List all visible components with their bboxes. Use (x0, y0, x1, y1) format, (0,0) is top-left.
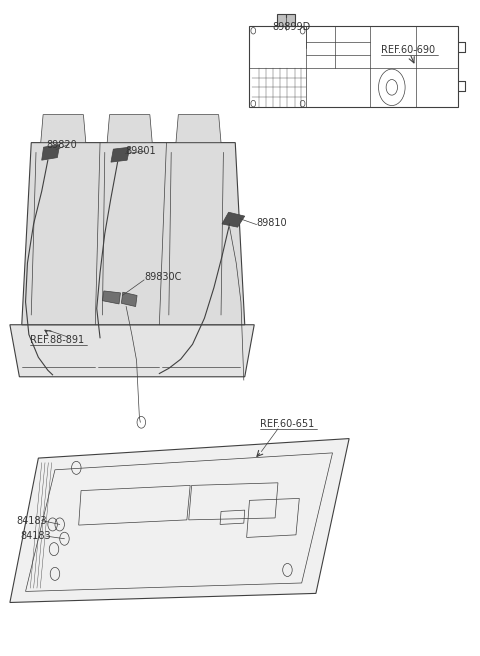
Polygon shape (107, 115, 152, 142)
Text: 89899D: 89899D (272, 22, 311, 33)
Polygon shape (10, 325, 254, 377)
Text: 84183: 84183 (21, 531, 51, 541)
Text: 89820: 89820 (47, 140, 77, 150)
Polygon shape (111, 147, 130, 162)
Text: 89801: 89801 (125, 146, 156, 156)
Text: 89810: 89810 (257, 218, 287, 228)
Polygon shape (176, 115, 221, 142)
FancyBboxPatch shape (277, 14, 295, 26)
Text: REF.60-651: REF.60-651 (260, 419, 314, 429)
Polygon shape (222, 213, 245, 227)
Text: 84183: 84183 (16, 516, 47, 525)
Polygon shape (22, 142, 245, 325)
Text: REF.60-690: REF.60-690 (382, 45, 435, 54)
Polygon shape (10, 439, 349, 602)
Polygon shape (102, 291, 120, 304)
Text: 89830C: 89830C (144, 272, 181, 282)
Polygon shape (121, 292, 137, 306)
Text: REF.88-891: REF.88-891 (30, 335, 84, 344)
Polygon shape (41, 115, 86, 142)
Polygon shape (42, 144, 60, 160)
